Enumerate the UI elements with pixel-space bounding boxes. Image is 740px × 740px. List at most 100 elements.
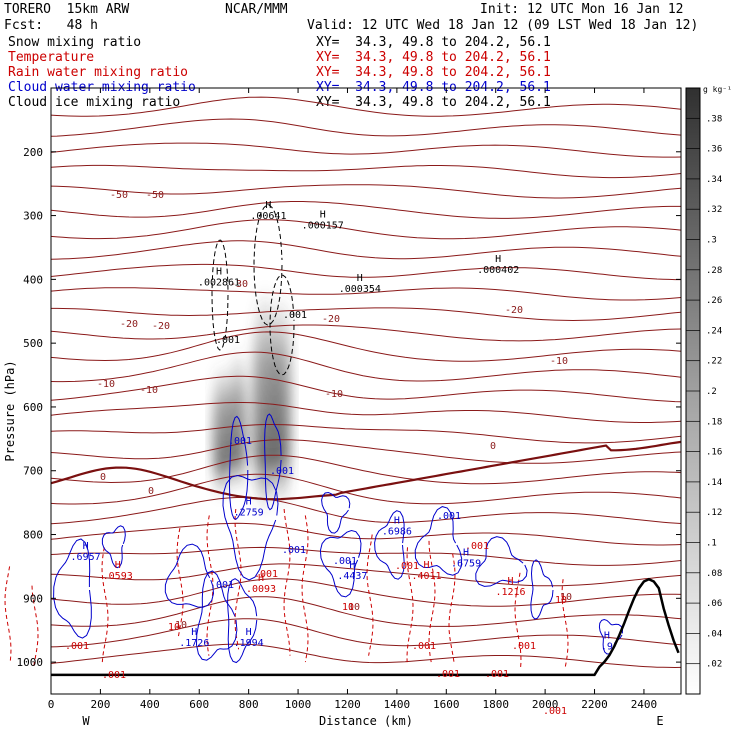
cloud-ice-contour xyxy=(211,239,229,351)
contour-value-label: 10 xyxy=(342,602,354,613)
rain-contour xyxy=(176,528,184,637)
x-east-label: E xyxy=(656,714,663,728)
isotherm-line xyxy=(50,201,681,219)
rain-contours xyxy=(4,508,569,669)
maximum-value: .9 xyxy=(601,641,613,652)
x-tick-label: 1600 xyxy=(433,698,460,711)
colorbar-tick-label: .38 xyxy=(706,114,722,124)
x-tick-label: 1000 xyxy=(285,698,312,711)
cloud-water-contour xyxy=(319,529,362,598)
temperature-label: -10 xyxy=(325,389,343,400)
colorbar-tick-label: .3 xyxy=(706,236,717,246)
field-xy-rain: XY= 34.3, 49.8 to 204.2, 56.1 xyxy=(316,65,551,80)
contour-value-label: .001 xyxy=(512,641,536,652)
maximum-value: .4011 xyxy=(411,571,441,582)
field-name-cloud-ice: Cloud ice mixing ratio xyxy=(8,95,181,110)
isotherm-line xyxy=(50,263,681,281)
rain-contour xyxy=(514,572,522,669)
isotherm-line xyxy=(50,96,682,117)
valid-time: Valid: 12 UTC Wed 18 Jan 12 (09 LST Wed … xyxy=(307,18,699,33)
colorbar-tick-label: .32 xyxy=(706,205,722,215)
x-tick-label: 800 xyxy=(239,698,259,711)
maximum-value: .1994 xyxy=(234,638,264,649)
cloud-water-contour xyxy=(321,491,351,534)
contour-value-label: .001 xyxy=(543,706,567,717)
x-tick-label: 2200 xyxy=(581,698,608,711)
x-tick-label: 200 xyxy=(90,698,110,711)
isotherm-line xyxy=(50,240,682,260)
y-tick-label: 500 xyxy=(23,337,43,350)
isotherm-line xyxy=(50,578,682,607)
maximum-marker: H xyxy=(394,516,400,527)
isotherm-line xyxy=(50,164,682,179)
contour-value-label: .001 xyxy=(333,556,357,567)
isotherm-line xyxy=(50,331,682,362)
cloud-water-contour xyxy=(475,536,528,587)
contour-value-label: .001 xyxy=(216,335,240,346)
isotherm-line xyxy=(50,424,682,444)
contour-value-label: .001 xyxy=(412,641,436,652)
cloud-water-contour xyxy=(53,538,92,639)
rain-contour xyxy=(101,547,109,663)
maximum-value: .00641 xyxy=(250,211,286,222)
x-tick-label: 600 xyxy=(189,698,209,711)
isotherm-line xyxy=(50,118,682,137)
temperature-label: -30 xyxy=(230,279,248,290)
temperature-label: -10 xyxy=(140,385,158,396)
x-tick-label: 1200 xyxy=(334,698,361,711)
colorbar-tick-label: .1 xyxy=(706,539,717,549)
colorbar-tick-label: .06 xyxy=(706,599,722,609)
maximum-value: .002861 xyxy=(198,278,240,289)
isotherm-line xyxy=(50,375,682,403)
isotherm-line xyxy=(50,618,682,648)
isotherm-line xyxy=(50,643,682,669)
temperature-label: 10 xyxy=(560,592,572,603)
colorbar-tick-label: .12 xyxy=(706,508,722,518)
contour-value-label: 10 xyxy=(168,622,180,633)
axes-layer: 0 200 400 600 800 1000 1200 1400 1600 1800 2000 220… xyxy=(3,87,682,728)
maximum-marker: H xyxy=(320,209,326,220)
y-tick-label: 1000 xyxy=(17,656,44,669)
cloud-ice-contour xyxy=(253,204,283,326)
colorbar-tick-label: .02 xyxy=(706,660,722,670)
forecast-hour: Fcst: 48 h xyxy=(4,18,98,33)
y-tick-label: 800 xyxy=(23,529,43,542)
contour-value-label: .001 xyxy=(270,466,294,477)
colorbar-tick-label: .04 xyxy=(706,629,722,639)
field-xy-temperature: XY= 34.3, 49.8 to 204.2, 56.1 xyxy=(316,50,551,65)
isotherm-line xyxy=(50,184,682,199)
cloud-water-contour xyxy=(227,578,258,664)
contour-value-label: .001 xyxy=(65,641,89,652)
maximum-marker: H xyxy=(357,273,363,284)
contour-value-label: .001 xyxy=(210,580,234,591)
maximum-value: .1726 xyxy=(179,638,209,649)
temperature-label: -20 xyxy=(152,321,170,332)
cloud-water-contour xyxy=(374,510,405,580)
cloud-water-contour xyxy=(530,559,554,620)
center-title: NCAR/MMM xyxy=(225,2,288,17)
temperature-label: -50 xyxy=(110,190,128,201)
temperature-label: -20 xyxy=(505,305,523,316)
y-tick-label: 600 xyxy=(23,401,43,414)
cloud-water-contour xyxy=(264,413,282,511)
y-tick-label: 700 xyxy=(23,465,43,478)
model-title: TORERO 15km ARW xyxy=(4,2,130,17)
contour-value-label: 10 xyxy=(555,595,567,606)
cloud-water-contour xyxy=(228,415,249,520)
cloud-ice-contour xyxy=(269,274,295,376)
colorbar-tick-label: .36 xyxy=(706,145,722,155)
contour-value-label: .001 xyxy=(465,541,489,552)
contour-value-label: .001 xyxy=(254,569,278,580)
temperature-label: 10 xyxy=(175,620,187,631)
maximum-value: .1216 xyxy=(495,587,525,598)
maximum-value: .4437 xyxy=(337,571,367,582)
temperature-label: -20 xyxy=(322,314,340,325)
isotherm-line xyxy=(50,439,682,464)
isotherm-line xyxy=(50,522,682,546)
maximum-marker: H xyxy=(115,560,121,571)
contour-value-label: .001 xyxy=(283,310,307,321)
rain-contour xyxy=(366,534,374,656)
x-west-label: W xyxy=(82,714,90,728)
y-axis-label: Pressure (hPa) xyxy=(3,360,17,461)
x-tick-label: 2000 xyxy=(532,698,559,711)
